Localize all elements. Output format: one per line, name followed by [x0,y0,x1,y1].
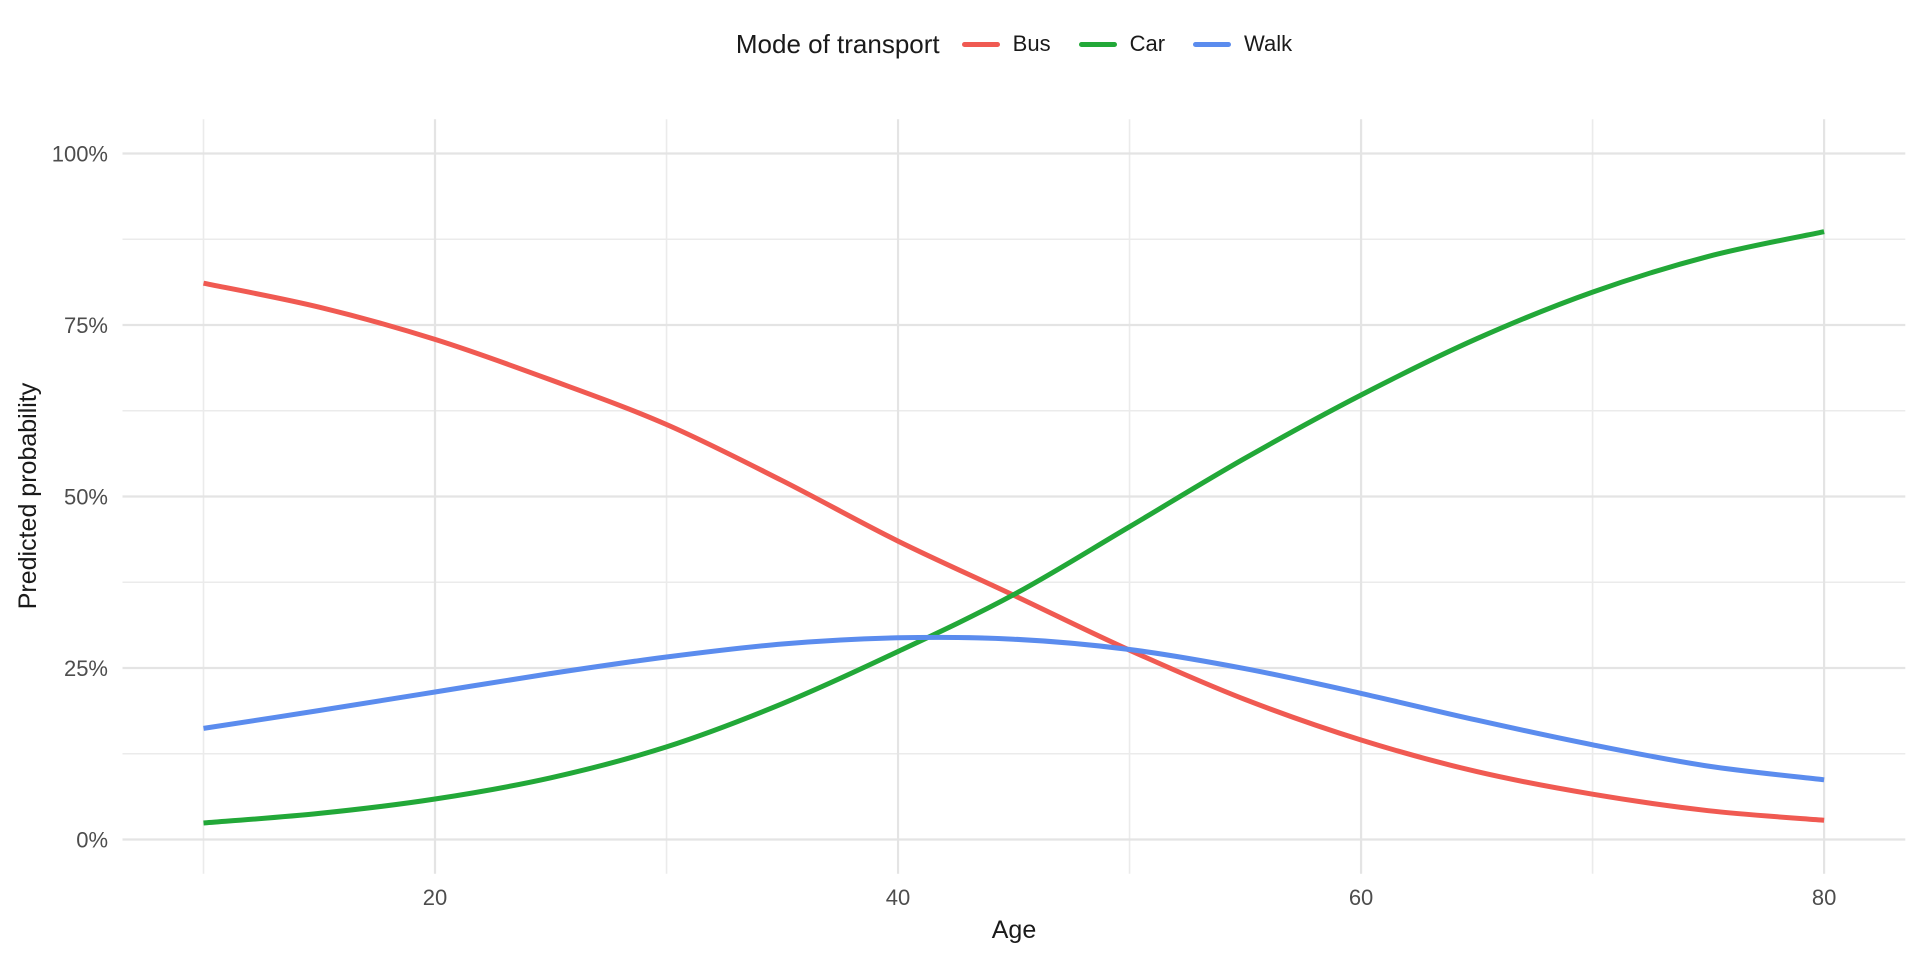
y-tick-label: 50% [64,485,108,510]
legend-line-swatch [1078,41,1117,47]
y-tick-label: 75% [64,313,108,338]
y-tick-label: 0% [76,828,108,853]
axis-tick-labels: 20 40 60 80 0% 25% 50% 75% 100% [52,142,1837,911]
x-tick-label: 20 [423,885,447,910]
legend-line-swatch [961,41,1000,47]
series-lines [202,229,1825,826]
series-line-walk [203,634,1825,783]
legend-item-label: Bus [1012,31,1051,56]
legend: Mode of transport Bus Car Walk [122,18,1906,70]
y-tick-label: 100% [52,142,108,167]
x-tick-label: 60 [1349,885,1373,910]
gridlines-major [122,119,1906,874]
x-tick-label: 40 [886,885,910,910]
legend-item-bus: Bus [961,31,1051,57]
legend-items: Bus Car Walk [961,31,1292,57]
legend-line-swatch [1193,41,1232,47]
x-axis-title: Age [992,916,1036,944]
legend-title: Mode of transport [735,28,940,59]
series-line-bus [202,280,1825,823]
y-axis-title: Predicted probability [14,382,42,609]
y-tick-label: 25% [64,656,108,681]
series-line-car [203,229,1825,826]
x-tick-label: 80 [1812,885,1836,910]
legend-item-label: Car [1129,31,1166,56]
legend-item-car: Car [1078,31,1166,57]
legend-item-label: Walk [1244,31,1293,56]
legend-item-walk: Walk [1193,31,1292,57]
